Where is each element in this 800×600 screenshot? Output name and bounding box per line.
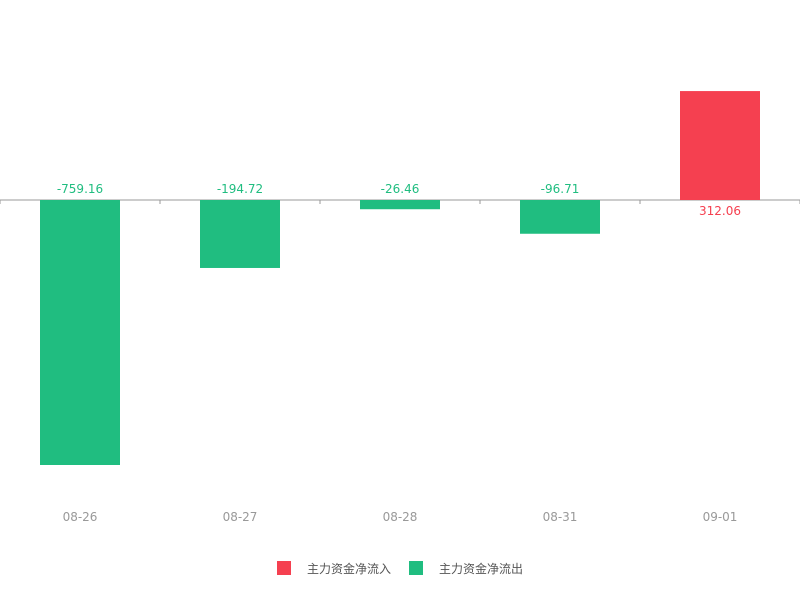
- data-label-08-28: -26.46: [381, 182, 420, 196]
- outflow-swatch: [409, 561, 423, 575]
- legend-item-inflow[interactable]: 主力资金净流入: [276, 560, 391, 577]
- bar-08-27[interactable]: [200, 200, 280, 268]
- legend-item-outflow[interactable]: 主力资金净流出: [409, 560, 523, 577]
- x-tick-label-09-01: 09-01: [703, 510, 738, 524]
- legend-label-inflow: 主力资金净流入: [306, 561, 391, 576]
- bar-08-26[interactable]: [40, 200, 120, 465]
- bar-09-01[interactable]: [680, 91, 760, 200]
- data-label-08-27: -194.72: [217, 182, 263, 196]
- x-tick-label-08-27: 08-27: [223, 510, 258, 524]
- data-label-08-31: -96.71: [541, 182, 580, 196]
- legend: 主力资金净流入 主力资金净流出: [0, 558, 800, 578]
- x-tick-label-08-26: 08-26: [63, 510, 98, 524]
- bar-08-31[interactable]: [520, 200, 600, 234]
- legend-label-outflow: 主力资金净流出: [439, 561, 524, 576]
- x-tick-label-08-31: 08-31: [543, 510, 578, 524]
- bar-08-28[interactable]: [360, 200, 440, 210]
- data-label-08-26: -759.16: [57, 182, 103, 196]
- data-label-09-01: 312.06: [699, 204, 741, 218]
- x-tick-label-08-28: 08-28: [383, 510, 418, 524]
- inflow-swatch: [276, 561, 291, 575]
